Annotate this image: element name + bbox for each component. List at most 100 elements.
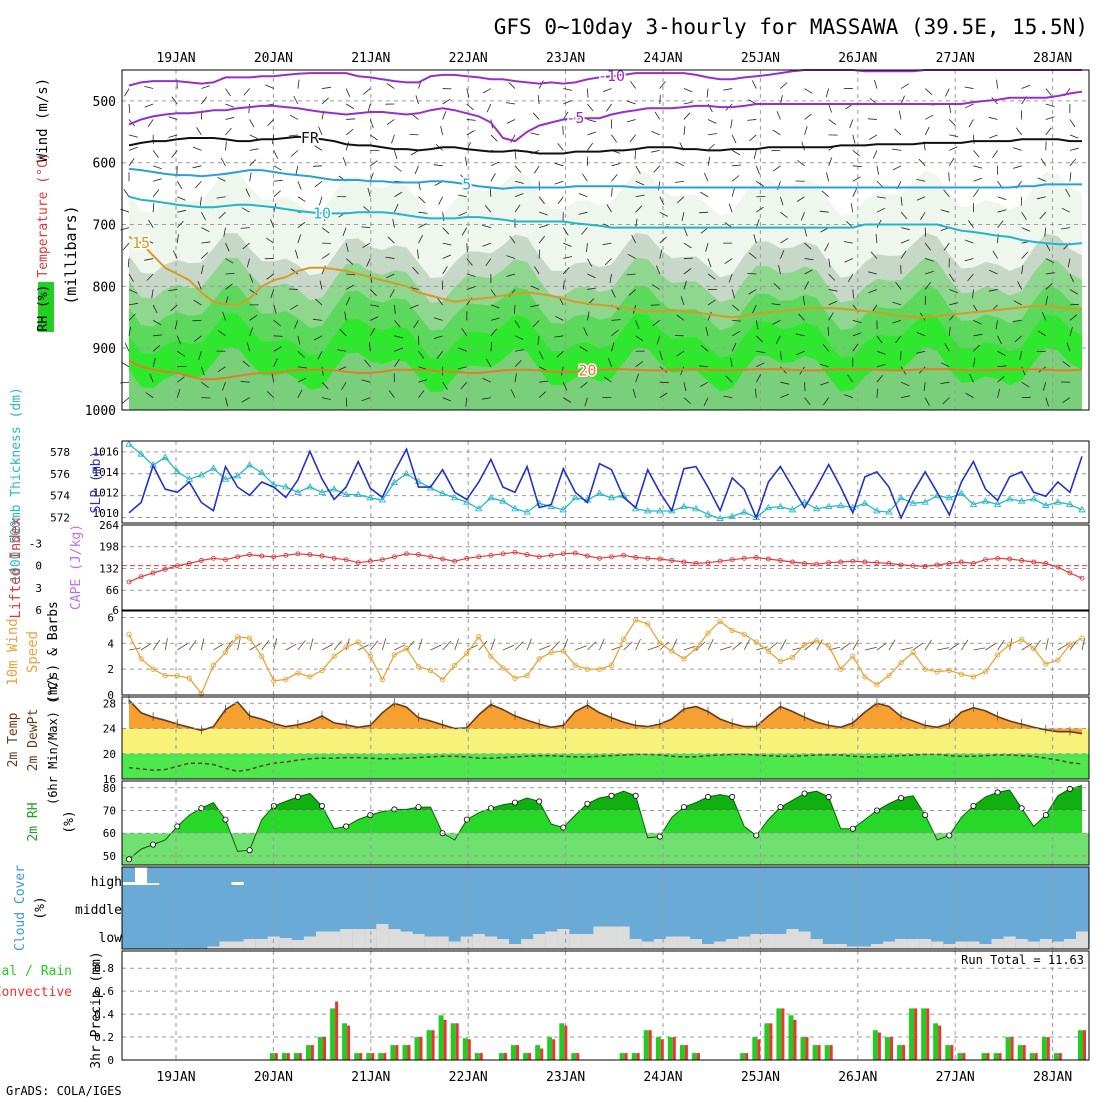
wind-barb: [221, 382, 226, 391]
wind-barb: [273, 638, 278, 651]
precip-tick-label: 0.2: [94, 1031, 114, 1044]
low-cloud-bar: [1015, 939, 1028, 949]
thickness-point: [366, 493, 375, 501]
thickness-point: [161, 453, 169, 460]
wind-barb: [152, 357, 156, 367]
precip-total-bar: [330, 1008, 336, 1060]
lifted-index-point: [645, 555, 651, 561]
wind-barb: [1021, 251, 1029, 259]
low-cloud-bar: [376, 924, 389, 949]
precip-total-bar: [354, 1053, 360, 1060]
precip-total-bar: [547, 1037, 553, 1060]
wind-barb: [756, 646, 768, 651]
wind-barb: [168, 289, 178, 291]
wind-barb: [533, 165, 540, 174]
temp-tick-label: 16: [103, 773, 116, 786]
precip-total-bar: [523, 1053, 529, 1060]
day-label: 20JAN: [254, 1070, 293, 1085]
isotherm-line: [128, 135, 1082, 155]
lifted-index-point: [319, 553, 325, 559]
wind-barb: [876, 642, 887, 651]
wind-barb: [925, 258, 934, 262]
wind-barb: [341, 381, 347, 391]
wind-barb: [225, 127, 232, 136]
pressure-tick-label: 1000: [85, 404, 116, 419]
wind-barb: [731, 150, 741, 156]
low-cloud-bar: [291, 940, 304, 949]
wind-barb: [755, 320, 759, 330]
wind-barb: [412, 267, 419, 275]
wind-barb: [804, 269, 813, 275]
panel-frame: [121, 950, 1090, 1061]
wind-speed-point: [1006, 641, 1013, 648]
lifted-index-point: [271, 554, 277, 560]
wind-speed-point: [1043, 661, 1049, 667]
wind-barb: [850, 203, 854, 213]
precip-convective-bar: [407, 1045, 411, 1060]
rh-point: [680, 804, 687, 811]
wind-barb: [319, 196, 323, 206]
wind-barb: [345, 103, 355, 109]
wind-barb: [989, 134, 998, 139]
low-cloud-bar: [750, 934, 763, 949]
wind-speed-point: [886, 672, 892, 679]
wind-barb: [997, 365, 1007, 368]
wind-barb: [514, 193, 524, 198]
wind-barb: [177, 643, 188, 651]
wind-barb: [273, 304, 277, 314]
pressure-tick-label: 800: [93, 280, 116, 295]
thickness-point: [438, 489, 447, 496]
wind-barb: [314, 145, 323, 151]
low-cloud-bar: [689, 939, 702, 949]
wind-barb: [197, 281, 202, 290]
thickness-point: [631, 504, 640, 512]
wind-barb: [731, 175, 740, 182]
wind-barb: [321, 86, 331, 89]
wind-barb: [948, 103, 952, 113]
wind-barb: [997, 639, 1005, 651]
wind-barb: [152, 165, 162, 170]
precip-total-bar: [426, 1030, 432, 1060]
thickness-point: [475, 504, 483, 512]
thickness-point: [800, 498, 809, 505]
wind-barb: [530, 285, 540, 290]
wind-barb: [587, 88, 589, 98]
wind-barb: [465, 156, 468, 166]
wind-speed-point: [427, 667, 434, 674]
low-cloud-bar: [509, 944, 522, 949]
precip-convective-bar: [660, 1039, 664, 1060]
low-cloud-bar: [967, 941, 980, 949]
wind-barb: [297, 335, 301, 345]
wind-barb: [461, 328, 468, 337]
precip-convective-bar: [950, 1045, 954, 1060]
thickness-point: [969, 500, 978, 507]
thickness-tick-label: 578: [50, 446, 70, 459]
wind-barb: [460, 381, 468, 390]
lifted-index-point: [705, 560, 711, 566]
thickness-point: [571, 493, 580, 501]
wind-barb: [587, 142, 594, 151]
wind-barb: [683, 227, 688, 237]
wind-barb: [176, 388, 181, 398]
lifted-index-point: [259, 553, 265, 559]
pressure-tick-label: 900: [93, 342, 116, 357]
wind-barb: [128, 302, 138, 306]
wind-barb: [819, 210, 829, 213]
wind-barb: [177, 350, 186, 357]
wind-barb: [391, 134, 395, 144]
wind-barb: [538, 391, 547, 398]
wind-barb: [948, 326, 951, 336]
wind-barb: [997, 375, 1005, 383]
wind-speed-point: [355, 639, 361, 645]
wind-barb: [346, 273, 356, 276]
wind-barb: [900, 196, 903, 206]
wind-speed-point: [512, 675, 518, 681]
precip-total-bar: [643, 1030, 649, 1060]
thickness-point: [643, 507, 652, 514]
day-label: 26JAN: [838, 1070, 877, 1085]
wind-barb: [995, 320, 998, 330]
wind-barb: [828, 289, 838, 292]
temp-axis-label: (6hr Min/Max) (°C): [46, 675, 60, 805]
precip-total-bar: [945, 1045, 951, 1060]
